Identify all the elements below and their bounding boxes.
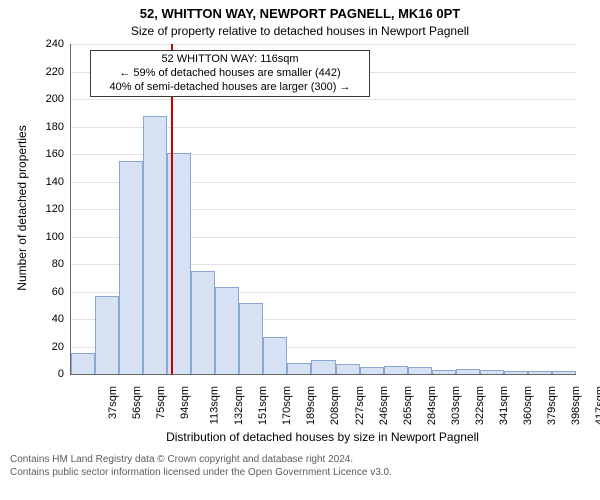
histogram-bar xyxy=(480,370,504,374)
x-tick-label: 75sqm xyxy=(155,386,167,419)
histogram-bar xyxy=(336,364,360,374)
x-tick-label: 379sqm xyxy=(546,386,558,425)
x-tick-label: 37sqm xyxy=(107,386,119,419)
annotation-line: 52 WHITTON WAY: 116sqm xyxy=(95,53,365,67)
x-tick-label: 284sqm xyxy=(426,386,438,425)
y-tick-label: 60 xyxy=(24,286,64,298)
histogram-bar xyxy=(504,371,528,374)
y-tick-label: 100 xyxy=(24,231,64,243)
y-tick-label: 120 xyxy=(24,203,64,215)
x-tick-label: 303sqm xyxy=(450,386,462,425)
histogram-bar xyxy=(360,367,384,374)
histogram-bar xyxy=(552,371,576,374)
x-tick-label: 360sqm xyxy=(522,386,534,425)
y-tick-label: 140 xyxy=(24,176,64,188)
y-tick-label: 160 xyxy=(24,148,64,160)
y-tick-label: 20 xyxy=(24,341,64,353)
histogram-bar xyxy=(456,369,480,375)
histogram-bar xyxy=(432,370,456,374)
gridline xyxy=(71,99,576,100)
annotation-line: 40% of semi-detached houses are larger (… xyxy=(95,81,365,95)
x-tick-label: 94sqm xyxy=(179,386,191,419)
x-tick-label: 56sqm xyxy=(131,386,143,419)
footer-line: Contains public sector information licen… xyxy=(0,467,600,480)
footer-attribution: Contains HM Land Registry data © Crown c… xyxy=(0,454,600,479)
histogram-bar xyxy=(239,303,263,375)
histogram-bar xyxy=(119,161,143,374)
histogram-bar xyxy=(263,337,287,374)
x-tick-label: 398sqm xyxy=(570,386,582,425)
x-tick-label: 341sqm xyxy=(498,386,510,425)
y-tick-label: 240 xyxy=(24,38,64,50)
y-tick-label: 220 xyxy=(24,66,64,78)
x-axis-label: Distribution of detached houses by size … xyxy=(70,430,575,444)
histogram-bar xyxy=(287,363,311,374)
chart-title-line2: Size of property relative to detached ho… xyxy=(0,24,600,38)
footer-line: Contains HM Land Registry data © Crown c… xyxy=(0,454,600,467)
x-tick-label: 170sqm xyxy=(281,386,293,425)
x-tick-label: 132sqm xyxy=(233,386,245,425)
histogram-bar xyxy=(71,353,95,374)
x-tick-label: 208sqm xyxy=(330,386,342,425)
histogram-bar xyxy=(408,367,432,374)
x-tick-label: 265sqm xyxy=(402,386,414,425)
chart-title-line1: 52, WHITTON WAY, NEWPORT PAGNELL, MK16 0… xyxy=(0,6,600,21)
y-tick-label: 80 xyxy=(24,258,64,270)
x-tick-label: 246sqm xyxy=(378,386,390,425)
histogram-bar xyxy=(311,360,335,374)
x-tick-label: 227sqm xyxy=(354,386,366,425)
annotation-box: 52 WHITTON WAY: 116sqm← 59% of detached … xyxy=(90,50,370,97)
histogram-bar xyxy=(95,296,119,374)
y-tick-label: 180 xyxy=(24,121,64,133)
x-tick-label: 417sqm xyxy=(594,386,600,425)
x-tick-label: 113sqm xyxy=(209,386,221,424)
histogram-bar xyxy=(528,371,552,374)
y-tick-label: 40 xyxy=(24,313,64,325)
x-tick-label: 322sqm xyxy=(474,386,486,425)
y-tick-label: 0 xyxy=(24,368,64,380)
y-tick-label: 200 xyxy=(24,93,64,105)
x-tick-label: 189sqm xyxy=(306,386,318,425)
histogram-bar xyxy=(384,366,408,374)
annotation-line: ← 59% of detached houses are smaller (44… xyxy=(95,67,365,81)
histogram-bar xyxy=(191,271,215,374)
histogram-bar xyxy=(143,116,167,375)
histogram-bar xyxy=(215,287,239,374)
x-tick-label: 151sqm xyxy=(257,386,269,425)
gridline xyxy=(71,44,576,45)
